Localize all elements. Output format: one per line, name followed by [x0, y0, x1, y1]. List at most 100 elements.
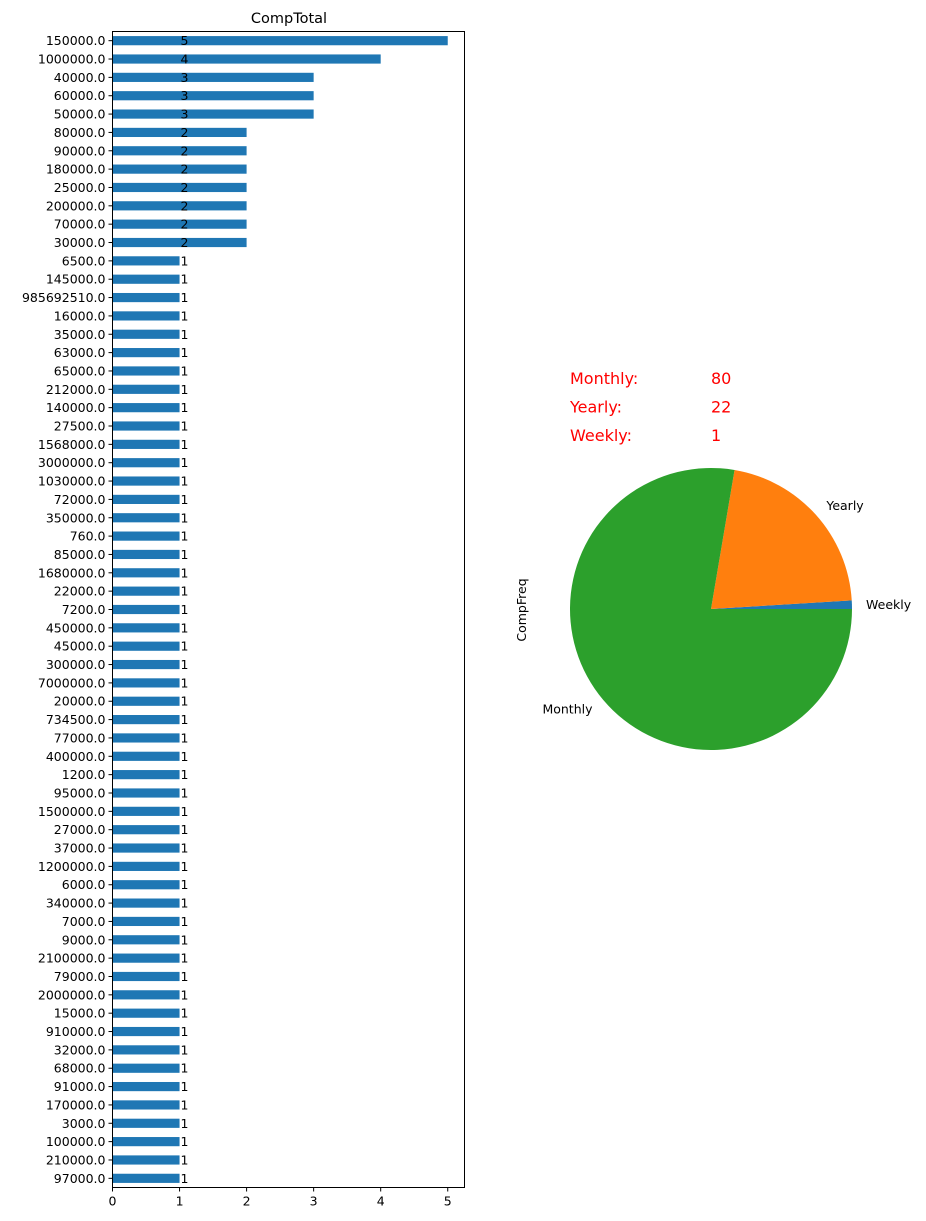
bar-chart: CompTotal 150000.01000000.040000.060000.…: [22, 11, 465, 1209]
y-tick-label: 16000.0: [54, 308, 106, 323]
bar-value-labels: 5 4 3 3 3 2 2 2 2 2 2 2 1 1 1 1 1 1 1 1 1 1 1 1 1 1 1 1 1 1 1 1 1 1 1 1 1 1 1 1…: [181, 33, 189, 1186]
bar-value-label: 1: [181, 859, 189, 874]
bar-value-label: 1: [181, 804, 189, 819]
y-tick-label: 1200.0: [62, 767, 106, 782]
bar: [112, 274, 180, 284]
pie-slices: [569, 467, 852, 750]
y-tick-label: 37000.0: [54, 841, 106, 856]
pie-slice-label: Yearly: [825, 498, 864, 513]
plot-frame: [112, 31, 465, 1188]
bar-value-label: 1: [181, 602, 189, 617]
annotation-name: Yearly:: [569, 398, 622, 417]
y-tick-label: 70000.0: [54, 217, 106, 232]
bar: [112, 348, 180, 358]
bar: [112, 513, 180, 523]
y-tick-label: 180000.0: [46, 162, 106, 177]
bar-value-label: 5: [181, 33, 189, 48]
y-tick-label: 77000.0: [54, 730, 106, 745]
bar: [112, 292, 180, 303]
bar-value-label: 1: [181, 419, 189, 434]
y-tick-label: 50000.0: [54, 107, 106, 122]
bar-value-label: 1: [181, 1152, 189, 1167]
y-tick-label: 3000.0: [62, 1116, 106, 1131]
bar-value-label: 1: [181, 969, 189, 984]
y-tick-label: 350000.0: [46, 510, 106, 525]
y-tick-label: 145000.0: [46, 272, 106, 287]
bar-value-label: 1: [181, 272, 189, 287]
bar-value-label: 1: [181, 987, 189, 1002]
y-tick-label: 7200.0: [62, 602, 106, 617]
y-tick-label: 1200000.0: [38, 859, 106, 874]
y-tick-label: 35000.0: [54, 327, 106, 342]
bar-value-label: 1: [181, 290, 189, 305]
bar: [112, 770, 180, 780]
bar-value-label: 1: [181, 841, 189, 856]
bar: [112, 458, 180, 468]
y-tick-label: 340000.0: [46, 896, 106, 911]
y-axis: 150000.0 1000000.0 40000.0 60000.0 50000.0 80…: [22, 33, 113, 1186]
bar: [112, 1063, 180, 1073]
bar-value-label: 1: [181, 382, 189, 397]
y-tick-label: 72000.0: [54, 492, 106, 507]
y-tick-label: 27500.0: [54, 419, 106, 434]
bar: [112, 751, 180, 761]
bar: [112, 54, 381, 64]
y-tick-label: 80000.0: [54, 125, 106, 140]
y-tick-label: 150000.0: [46, 33, 106, 48]
bar: [112, 311, 180, 321]
bar-value-label: 1: [181, 932, 189, 947]
bar-value-label: 1: [181, 1079, 189, 1094]
bar: [112, 439, 180, 449]
bar-value-label: 1: [181, 896, 189, 911]
pie-slice-monthly: [569, 467, 852, 750]
y-tick-label: 91000.0: [54, 1079, 106, 1094]
bar-value-label: 1: [181, 730, 189, 745]
y-tick-label: 30000.0: [54, 235, 106, 250]
y-tick-label: 2100000.0: [38, 951, 106, 966]
pie-ylabel: CompFreq: [514, 578, 529, 641]
x-tick-label: 4: [377, 1194, 385, 1209]
bar: [112, 403, 180, 413]
bar: [112, 1100, 180, 1110]
bar-value-label: 1: [181, 1061, 189, 1076]
bar: [112, 182, 247, 193]
annotation-name: Monthly:: [570, 369, 638, 388]
bar-series: [112, 36, 448, 1183]
bar-value-label: 3: [181, 70, 189, 85]
y-tick-label: 79000.0: [54, 969, 106, 984]
pie-annotations: Monthly: 80 Yearly: 22 Weekly: 1: [569, 369, 731, 445]
y-tick-label: 63000.0: [54, 345, 106, 360]
bar-value-label: 2: [181, 162, 189, 177]
bar-value-label: 2: [181, 217, 189, 232]
x-tick-label: 5: [444, 1194, 452, 1209]
y-tick-label: 27000.0: [54, 822, 106, 837]
bar: [112, 72, 314, 82]
y-tick-label: 22000.0: [54, 584, 106, 599]
pie-slice-label: Weekly: [866, 597, 912, 612]
bar-value-label: 3: [181, 88, 189, 103]
bar: [112, 806, 180, 816]
y-tick-label: 97000.0: [54, 1171, 106, 1186]
x-tick-label: 0: [109, 1194, 117, 1209]
bar-value-label: 1: [181, 914, 189, 929]
bar: [112, 237, 247, 248]
bar-value-label: 2: [181, 125, 189, 140]
bar: [112, 1081, 180, 1092]
bar: [112, 678, 180, 688]
annotation-count: 22: [711, 398, 731, 417]
bar-value-label: 1: [181, 694, 189, 709]
bar-value-label: 2: [181, 180, 189, 195]
y-tick-label: 910000.0: [46, 1024, 106, 1039]
annotation-count: 80: [711, 369, 731, 388]
x-tick-label: 3: [310, 1194, 318, 1209]
bar-value-label: 1: [181, 437, 189, 452]
bar: [112, 696, 180, 706]
y-tick-label: 7000.0: [62, 914, 106, 929]
bar: [112, 861, 180, 871]
bar-value-label: 1: [181, 657, 189, 672]
bar-value-label: 1: [181, 639, 189, 654]
bar: [112, 586, 180, 596]
bar: [112, 91, 314, 101]
bar: [112, 623, 180, 633]
